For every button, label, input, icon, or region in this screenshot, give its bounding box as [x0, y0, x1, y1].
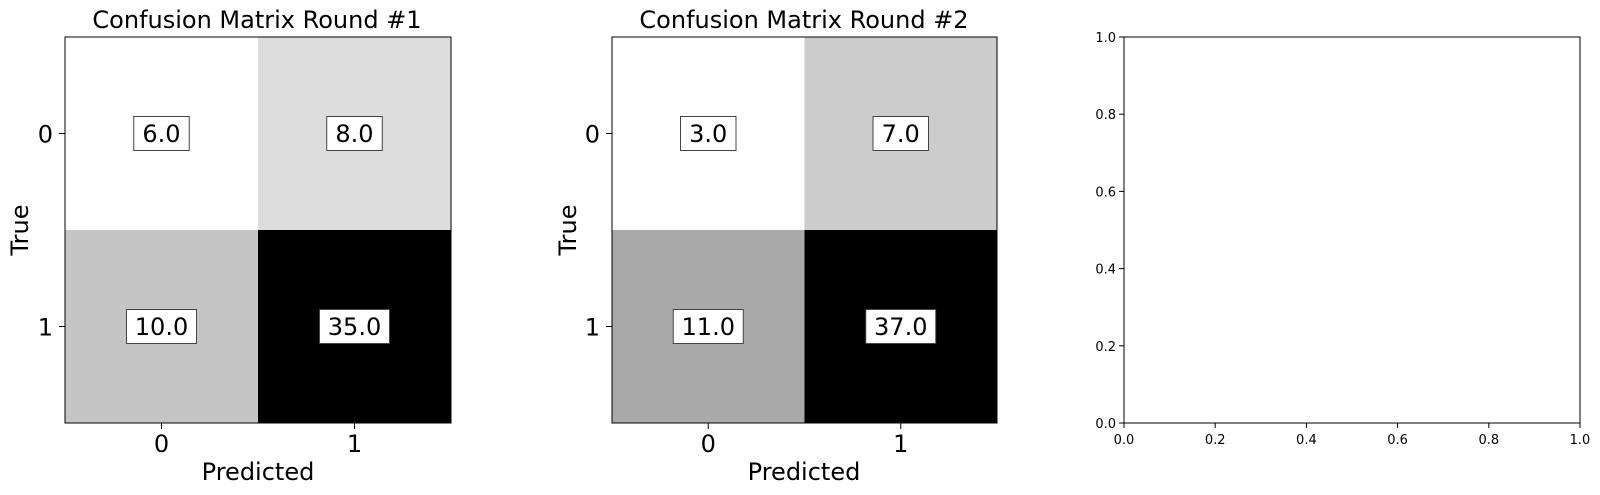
- cell-label-r1-c0: 10.0: [135, 313, 188, 341]
- cell-label-box-r0-c1: [872, 116, 929, 151]
- cell-label-box-r0-c0: [680, 116, 737, 151]
- y-tick-label: 0: [38, 121, 53, 149]
- chart-3-ticks: 0.0 0.2 0.4 0.6 0.8 1.0 0.0 0.2 0.4 0.6 0.8 1.0: [1095, 31, 1590, 448]
- cell-label-box-r1-c0: [672, 309, 744, 344]
- x-tick-label: 0: [701, 430, 716, 458]
- x-tick-label: 1: [347, 430, 362, 458]
- y-tick-label: 0.2: [1095, 340, 1116, 355]
- cell-label-box-r1-c1: [865, 309, 937, 344]
- cell-label-r1-c0: 11.0: [682, 313, 735, 341]
- y-tick-label: 0.8: [1095, 108, 1116, 123]
- chart-1-title: Confusion Matrix Round #1: [92, 6, 421, 34]
- chart-1-cell-labels: 6.0 8.0 10.0 35.0: [126, 116, 390, 344]
- cell-label-r0-c1: 7.0: [882, 120, 920, 148]
- y-tick-label: 0.4: [1095, 263, 1116, 278]
- cell-label-box-r0-c0: [133, 116, 190, 151]
- chart-2-ticks: 0 1 0 1: [585, 121, 909, 459]
- x-tick-label: 0.4: [1296, 433, 1317, 448]
- cell-label-r0-c0: 3.0: [689, 120, 727, 148]
- y-tick-label: 1: [585, 314, 600, 342]
- x-tick-label: 0.0: [1114, 433, 1135, 448]
- x-tick-label: 1: [893, 430, 908, 458]
- cell-label-box-r1-c1: [319, 309, 390, 344]
- chart-1-ylabel: True: [6, 205, 34, 257]
- chart-2-ylabel: True: [554, 205, 582, 257]
- cell-label-r0-c0: 6.0: [142, 120, 180, 148]
- x-tick-label: 0: [154, 430, 169, 458]
- y-tick-label: 1: [38, 314, 53, 342]
- y-tick-label: 0: [585, 121, 600, 149]
- x-tick-label: 0.8: [1478, 433, 1499, 448]
- chart-2-xlabel: Predicted: [748, 458, 861, 486]
- empty-axes-3: 0.0 0.2 0.4 0.6 0.8 1.0 0.0 0.2 0.4 0.6 0.8 1.0: [1095, 31, 1590, 448]
- cell-label-r1-c1: 37.0: [874, 313, 927, 341]
- x-tick-label: 1.0: [1570, 433, 1591, 448]
- y-tick-label: 0.6: [1095, 185, 1116, 200]
- chart-2-cells: [612, 37, 997, 423]
- chart-3-frame: [1123, 36, 1581, 424]
- x-tick-label: 0.6: [1387, 433, 1408, 448]
- chart-1-frame: [64, 36, 452, 424]
- cell-label-r1-c1: 35.0: [328, 313, 381, 341]
- y-tick-label: 0.0: [1095, 417, 1116, 432]
- x-tick-label: 0.2: [1205, 433, 1226, 448]
- confusion-matrix-1: Confusion Matrix Round #1 6.0 8.0 10.0 35.0…: [6, 6, 452, 486]
- confusion-matrix-2: Confusion Matrix Round #2 3.0 7.0 11.0 37.0…: [554, 6, 998, 486]
- cell-label-r0-c1: 8.0: [335, 120, 373, 148]
- cell-label-box-r0-c1: [326, 116, 383, 151]
- y-tick-label: 1.0: [1095, 31, 1116, 46]
- chart-1-xlabel: Predicted: [202, 458, 315, 486]
- chart-2-title: Confusion Matrix Round #2: [639, 6, 968, 34]
- chart-1-ticks: 0 1 0 1: [38, 121, 362, 459]
- chart-1-cells: [65, 37, 451, 423]
- cell-label-box-r1-c0: [126, 309, 197, 344]
- chart-2-frame: [611, 36, 998, 424]
- chart-2-cell-labels: 3.0 7.0 11.0 37.0: [672, 116, 937, 344]
